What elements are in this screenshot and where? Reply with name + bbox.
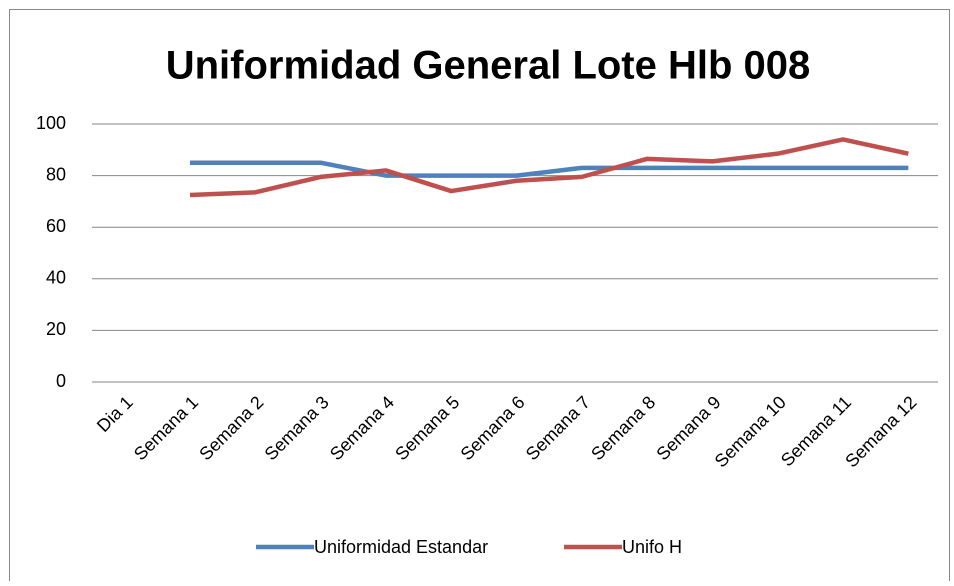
line-series — [189, 160, 909, 178]
y-tick-label: 100 — [36, 113, 66, 133]
y-tick-label: 40 — [46, 268, 66, 288]
legend-label: Unifo H — [622, 537, 682, 557]
line-series — [189, 137, 909, 198]
chart-title: Uniformidad General Lote Hlb 008 — [166, 44, 811, 88]
legend-label: Uniformidad Estandar — [314, 537, 488, 557]
y-tick-label: 0 — [56, 371, 66, 391]
chart-border — [9, 9, 950, 586]
y-tick-label: 20 — [46, 319, 66, 339]
y-tick-label: 60 — [46, 216, 66, 236]
y-tick-label: 80 — [46, 164, 66, 184]
